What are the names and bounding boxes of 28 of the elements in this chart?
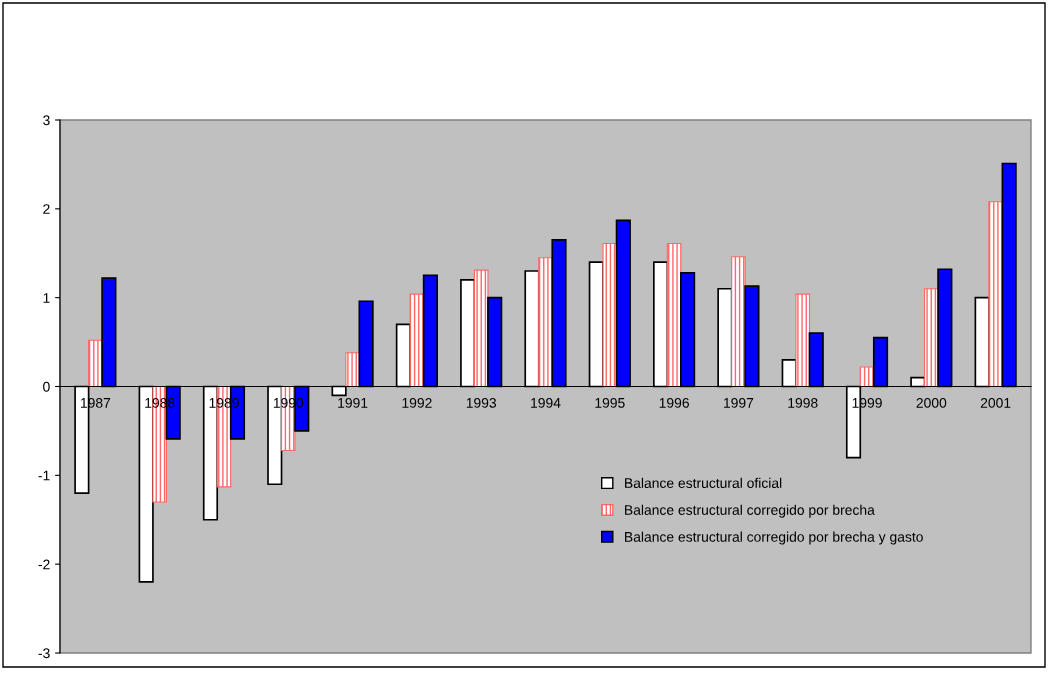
bar [666,242,682,388]
y-tick-label: -2 [38,559,50,570]
bar [988,201,1003,388]
y-tick-label: -1 [38,470,50,481]
x-tick-label: 1991 [338,397,368,408]
legend-label: Balance estructural corregido por brecha y gasto [625,531,923,545]
y-tick-label: 0 [43,381,50,392]
y-tick-label: 3 [43,115,50,126]
x-tick-label: 2000 [916,397,947,408]
bar [473,269,489,388]
bar [795,293,811,388]
x-tick-label: 1995 [595,397,625,408]
bar [602,242,618,388]
y-tick-label: 1 [43,293,50,303]
legend-label: Balance estructural oficial [625,477,782,488]
bar [409,293,425,388]
x-tick-label: 1993 [466,397,497,408]
x-tick-label: 1997 [724,397,754,408]
x-tick-label: 2001 [980,397,1011,408]
x-tick-label: 1992 [402,397,432,408]
y-tick-label: -3 [38,648,50,659]
y-tick-label: 2 [43,204,50,214]
x-tick-label: 1998 [788,397,818,408]
x-tick-label: 1996 [659,397,689,408]
bar [345,352,360,388]
x-tick-label: 1994 [531,397,561,408]
legend-label: Balance estructural corregido por brecha [625,504,875,518]
bar [731,256,746,388]
